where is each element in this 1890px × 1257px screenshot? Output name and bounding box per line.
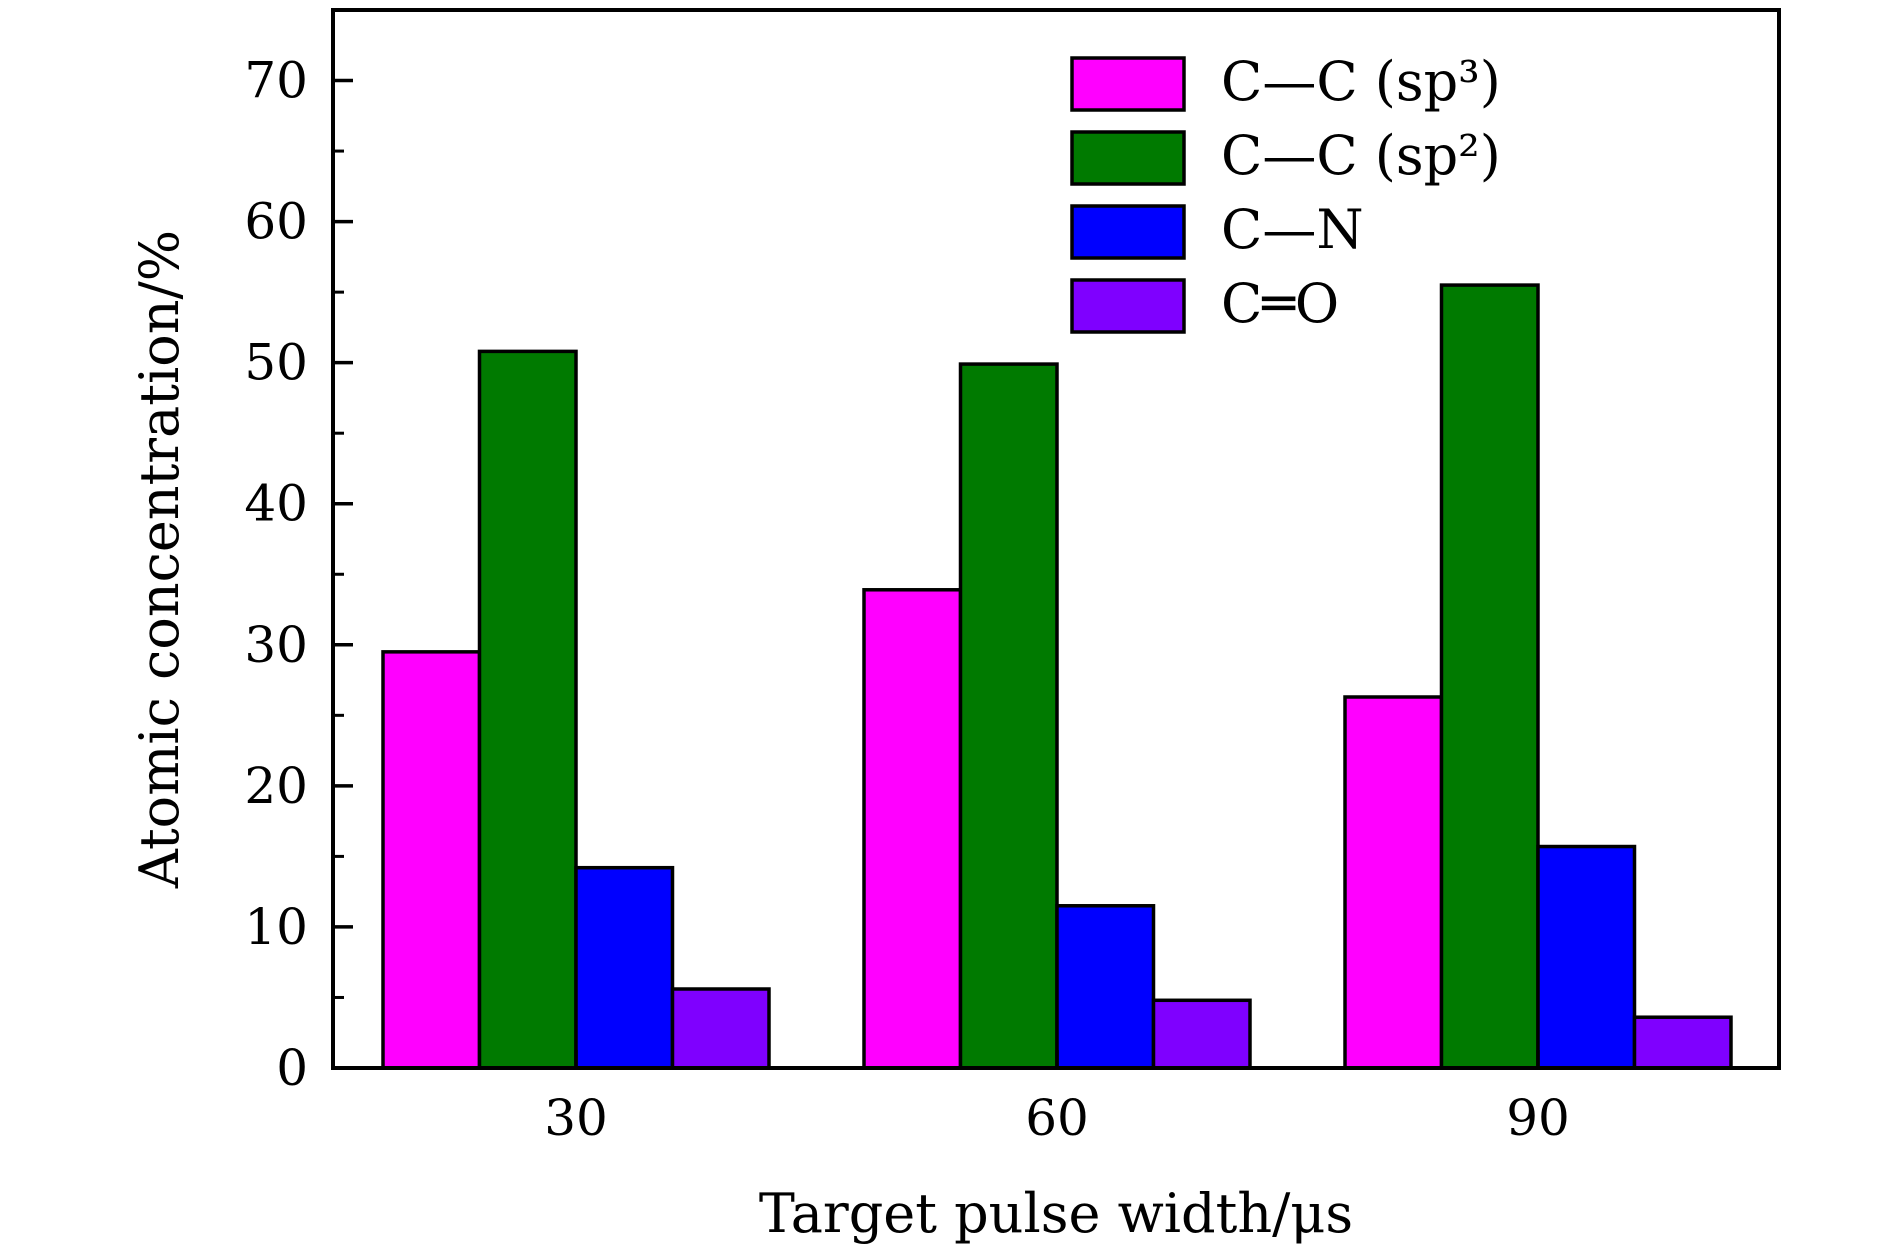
legend-label: C═O bbox=[1221, 272, 1339, 335]
legend-swatch bbox=[1070, 204, 1186, 260]
legend-label: C—N bbox=[1221, 198, 1364, 261]
x-tick-label: 60 bbox=[1025, 1089, 1089, 1147]
y-tick-label: 40 bbox=[244, 475, 308, 533]
legend-swatch bbox=[1070, 56, 1186, 112]
bar-1-90 bbox=[1343, 695, 1444, 1070]
bar-1-60 bbox=[862, 588, 963, 1070]
ticks-layer: 0 10 20 30 40 50 60 70 30 60 90 bbox=[244, 8, 1570, 1147]
bar-2-60 bbox=[958, 362, 1059, 1070]
y-tick-label: 0 bbox=[276, 1039, 308, 1097]
y-tick-label: 60 bbox=[244, 193, 308, 251]
y-tick-label: 70 bbox=[244, 52, 308, 110]
x-tick-label: 90 bbox=[1506, 1089, 1570, 1147]
bar-3-90 bbox=[1536, 844, 1637, 1070]
bars-layer bbox=[381, 283, 1733, 1070]
y-axis-label: Atomic concentration/% bbox=[128, 230, 191, 889]
bar-4-60 bbox=[1151, 998, 1252, 1070]
legend-swatch bbox=[1070, 278, 1186, 334]
y-tick-label: 20 bbox=[244, 757, 308, 815]
y-tick-label: 50 bbox=[244, 334, 308, 392]
bar-2-30 bbox=[477, 349, 578, 1070]
x-tick-label: 30 bbox=[544, 1089, 608, 1147]
bar-1-30 bbox=[381, 650, 482, 1070]
legend-swatch bbox=[1070, 130, 1186, 186]
bar-4-90 bbox=[1632, 1015, 1733, 1070]
legend: C—C (sp³) C—C (sp²) C—N C═O bbox=[1070, 50, 1501, 335]
legend-label: C—C (sp³) bbox=[1221, 50, 1501, 113]
bar-4-30 bbox=[670, 987, 771, 1070]
bar-2-90 bbox=[1439, 283, 1540, 1070]
legend-label: C—C (sp²) bbox=[1221, 124, 1501, 187]
bar-3-60 bbox=[1055, 904, 1156, 1070]
y-tick-label: 10 bbox=[244, 898, 308, 956]
bar-3-30 bbox=[574, 865, 675, 1070]
plot-frame bbox=[331, 8, 1781, 1070]
x-axis-label: Target pulse width/μs bbox=[759, 1182, 1353, 1245]
y-tick-label: 30 bbox=[244, 616, 308, 674]
